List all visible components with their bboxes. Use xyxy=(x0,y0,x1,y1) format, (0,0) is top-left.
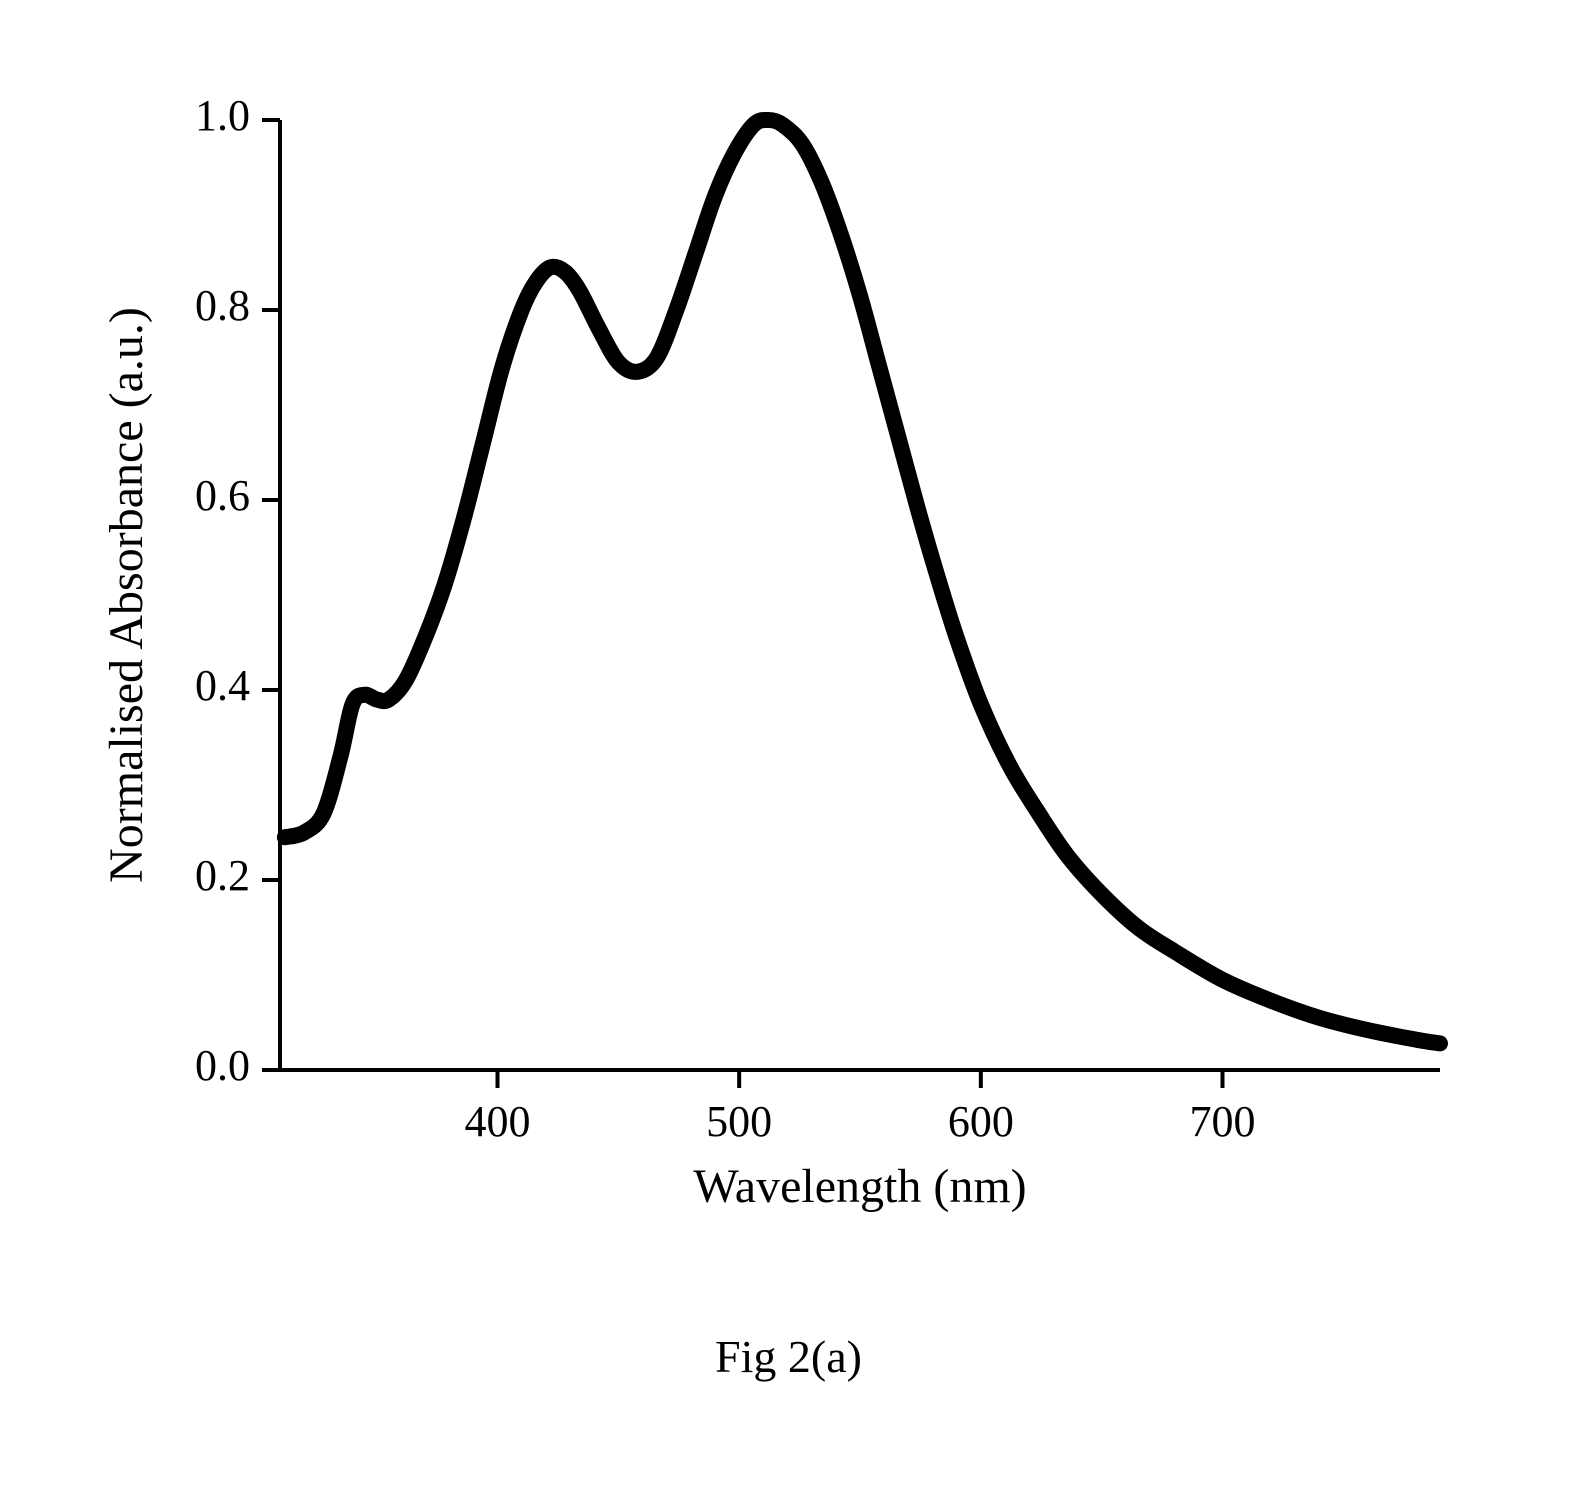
chart-container: 0.0 0.2 0.4 0.6 0.8 1.0 400 500 600 700 Wavelength… xyxy=(80,80,1480,1230)
y-tick-label: 0.6 xyxy=(195,471,250,520)
y-tick-label: 0.4 xyxy=(195,661,250,710)
x-tick-label: 500 xyxy=(706,1097,772,1146)
page: 0.0 0.2 0.4 0.6 0.8 1.0 400 500 600 700 Wavelength… xyxy=(0,0,1577,1501)
absorbance-chart: 0.0 0.2 0.4 0.6 0.8 1.0 400 500 600 700 Wavelength… xyxy=(80,80,1480,1230)
y-tick-label: 0.0 xyxy=(195,1041,250,1090)
x-axis-label: Wavelength (nm) xyxy=(693,1160,1026,1213)
y-axis-label: Normalised Absorbance (a.u.) xyxy=(100,307,153,883)
x-tick-label: 700 xyxy=(1190,1097,1256,1146)
x-tick-label: 600 xyxy=(948,1097,1014,1146)
y-tick-label: 0.8 xyxy=(195,281,250,330)
y-tick-label: 1.0 xyxy=(195,91,250,140)
figure-caption: Fig 2(a) xyxy=(0,1330,1577,1383)
x-tick-label: 400 xyxy=(465,1097,531,1146)
y-tick-label: 0.2 xyxy=(195,851,250,900)
